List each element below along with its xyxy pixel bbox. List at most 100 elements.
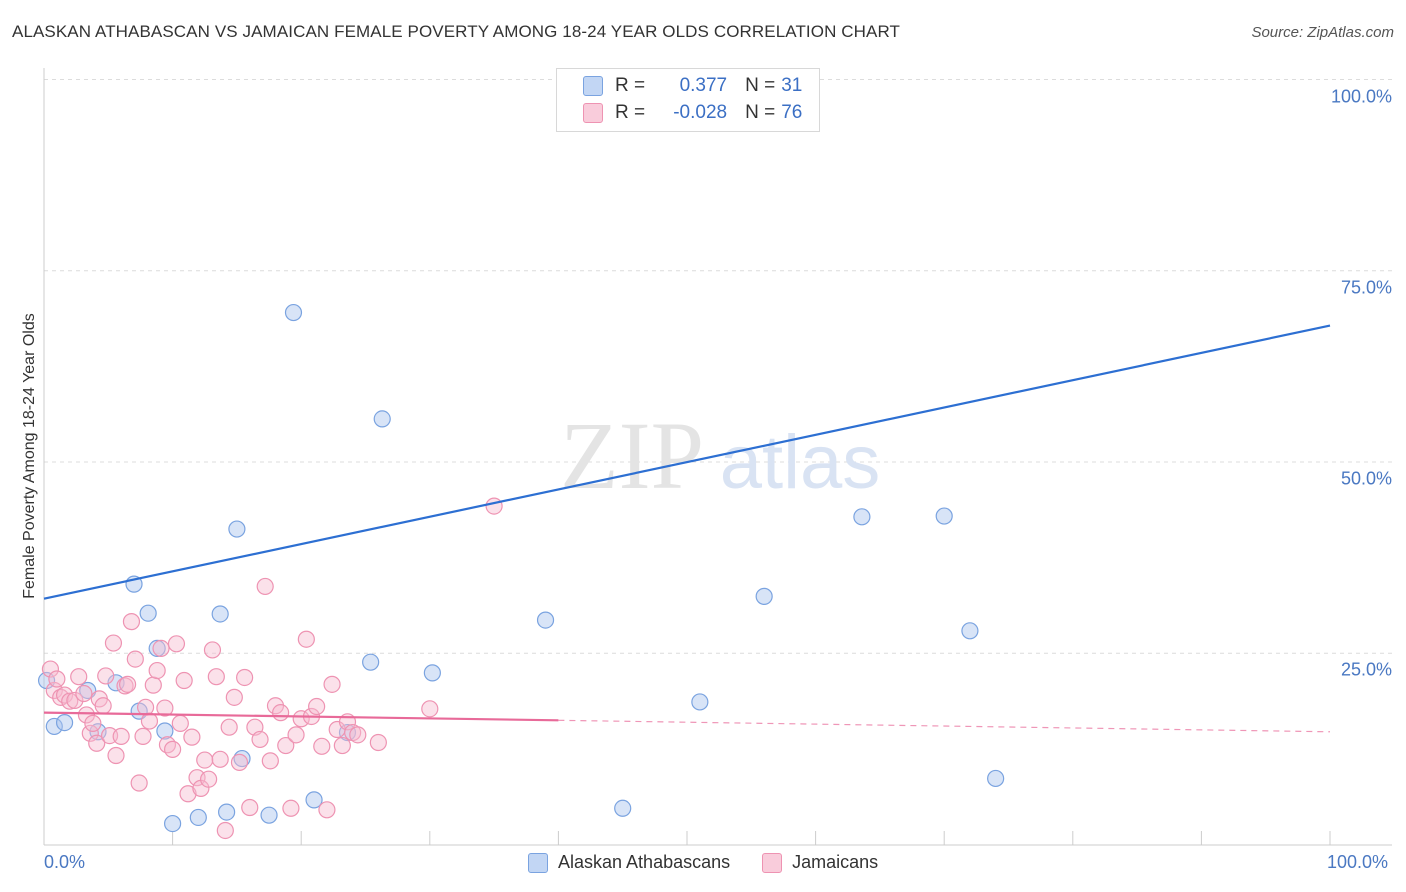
athabascan-point xyxy=(260,806,278,824)
jamaican-point xyxy=(179,785,197,803)
athabascan-point xyxy=(55,713,74,732)
jamaican-point xyxy=(61,692,79,710)
athabascan-point xyxy=(156,722,174,740)
series-name-athabascan: Alaskan Athabascans xyxy=(558,852,731,872)
jamaican-point xyxy=(134,727,152,745)
athabascan-point xyxy=(211,605,229,623)
x-tick-label-100: 100.0% xyxy=(1327,852,1389,872)
legend-n-value: 31 xyxy=(781,75,803,96)
jamaican-point xyxy=(203,641,222,659)
watermark: ZIP atlas xyxy=(560,402,880,509)
jamaican-point xyxy=(282,799,300,817)
jamaican-point xyxy=(421,700,439,718)
jamaican-point xyxy=(118,675,137,693)
jamaican-point xyxy=(225,688,243,706)
jamaican-point xyxy=(136,698,155,716)
jamaican-point xyxy=(104,634,123,652)
athabascan-point xyxy=(218,803,236,821)
jamaican-point xyxy=(230,753,249,771)
series-legend: Alaskan Athabascans Jamaicans xyxy=(528,852,910,873)
athabascan-point xyxy=(148,639,166,657)
legend-row-athabascan: R = 0.377 N = 31 xyxy=(583,73,802,99)
athabascan-point xyxy=(961,622,979,640)
jamaican-point xyxy=(272,704,290,722)
athabascan-point xyxy=(228,520,246,538)
jamaican-point xyxy=(84,714,102,732)
jamaican-point xyxy=(156,699,174,717)
jamaican-point xyxy=(107,746,125,765)
jamaican-point xyxy=(130,774,148,792)
jamaican-point xyxy=(251,730,269,749)
jamaican-point xyxy=(318,801,336,819)
watermark-atlas: atlas xyxy=(720,420,881,505)
jamaican-point xyxy=(196,751,214,769)
series-legend-athabascan: Alaskan Athabascans xyxy=(528,852,730,873)
series-name-jamaican: Jamaicans xyxy=(792,852,879,872)
jamaican-point xyxy=(241,798,259,817)
jamaican-trend-extension xyxy=(558,719,1331,733)
jamaican-point xyxy=(88,734,106,752)
jamaican-point xyxy=(277,736,295,755)
jamaican-point xyxy=(140,712,159,730)
jamaican-point xyxy=(171,714,189,732)
jamaican-point xyxy=(66,691,84,710)
athabascan-point xyxy=(164,814,182,833)
legend-swatch-athabascan xyxy=(583,76,603,96)
correlation-legend: R = 0.377 N = 31 R = -0.028 N = 76 xyxy=(556,68,820,132)
legend-n-value: 76 xyxy=(781,102,803,123)
jamaican-point xyxy=(313,737,331,755)
jamaican-point xyxy=(369,733,387,752)
legend-swatch-jamaican xyxy=(583,103,603,123)
jamaican-point xyxy=(333,736,351,755)
athabascan-point xyxy=(691,693,709,711)
jamaican-point xyxy=(158,736,177,754)
jamaican-point xyxy=(216,821,234,840)
jamaican-point xyxy=(167,635,186,653)
athabascan-trend-line xyxy=(43,324,1331,600)
athabascan-point xyxy=(614,799,632,817)
jamaican-point xyxy=(183,728,201,746)
athabascan-point xyxy=(362,653,380,671)
legend-r-value: -0.028 xyxy=(673,102,728,123)
axes xyxy=(43,68,1392,846)
athabascan-point xyxy=(139,604,157,622)
jamaican-point xyxy=(81,724,99,742)
jamaican-point xyxy=(175,671,193,690)
jamaican-point xyxy=(211,750,229,768)
athabascan-point xyxy=(536,611,555,629)
jamaican-point xyxy=(112,727,130,745)
jamaican-point xyxy=(207,668,225,686)
jamaican-point xyxy=(148,661,166,680)
jamaican-point xyxy=(97,667,115,685)
legend-r-label: R = xyxy=(615,75,646,96)
legend-n-label: N = xyxy=(745,102,776,123)
jamaican-point xyxy=(261,752,279,770)
y-tick-label-100: 100.0% xyxy=(1330,86,1392,107)
series-swatch-athabascan xyxy=(528,852,548,873)
jamaican-point xyxy=(485,497,503,515)
jamaican-point xyxy=(287,726,305,744)
athabascan-point xyxy=(755,587,773,605)
jamaican-point xyxy=(75,684,93,703)
athabascan-point xyxy=(284,303,303,322)
legend-r-value: 0.377 xyxy=(679,75,728,96)
legend-r-label: R = xyxy=(615,102,646,123)
jamaican-point xyxy=(122,613,141,631)
athabascan-point xyxy=(935,507,953,525)
jamaican-point xyxy=(292,710,310,728)
jamaican-point xyxy=(297,630,315,648)
data-points xyxy=(37,303,1005,840)
jamaican-trend-line xyxy=(43,711,559,722)
grid-lines xyxy=(44,79,1392,654)
jamaican-point xyxy=(126,650,144,668)
y-tick-label-75: 75.0% xyxy=(1340,277,1392,298)
y-tick-label-25: 25.0% xyxy=(1340,659,1392,680)
jamaican-point xyxy=(94,697,112,715)
jamaican-point xyxy=(256,577,274,596)
jamaican-point xyxy=(308,697,326,716)
jamaican-point xyxy=(70,668,88,686)
y-tick-label-50: 50.0% xyxy=(1340,468,1392,489)
jamaican-point xyxy=(220,718,238,736)
jamaican-point xyxy=(323,675,341,693)
